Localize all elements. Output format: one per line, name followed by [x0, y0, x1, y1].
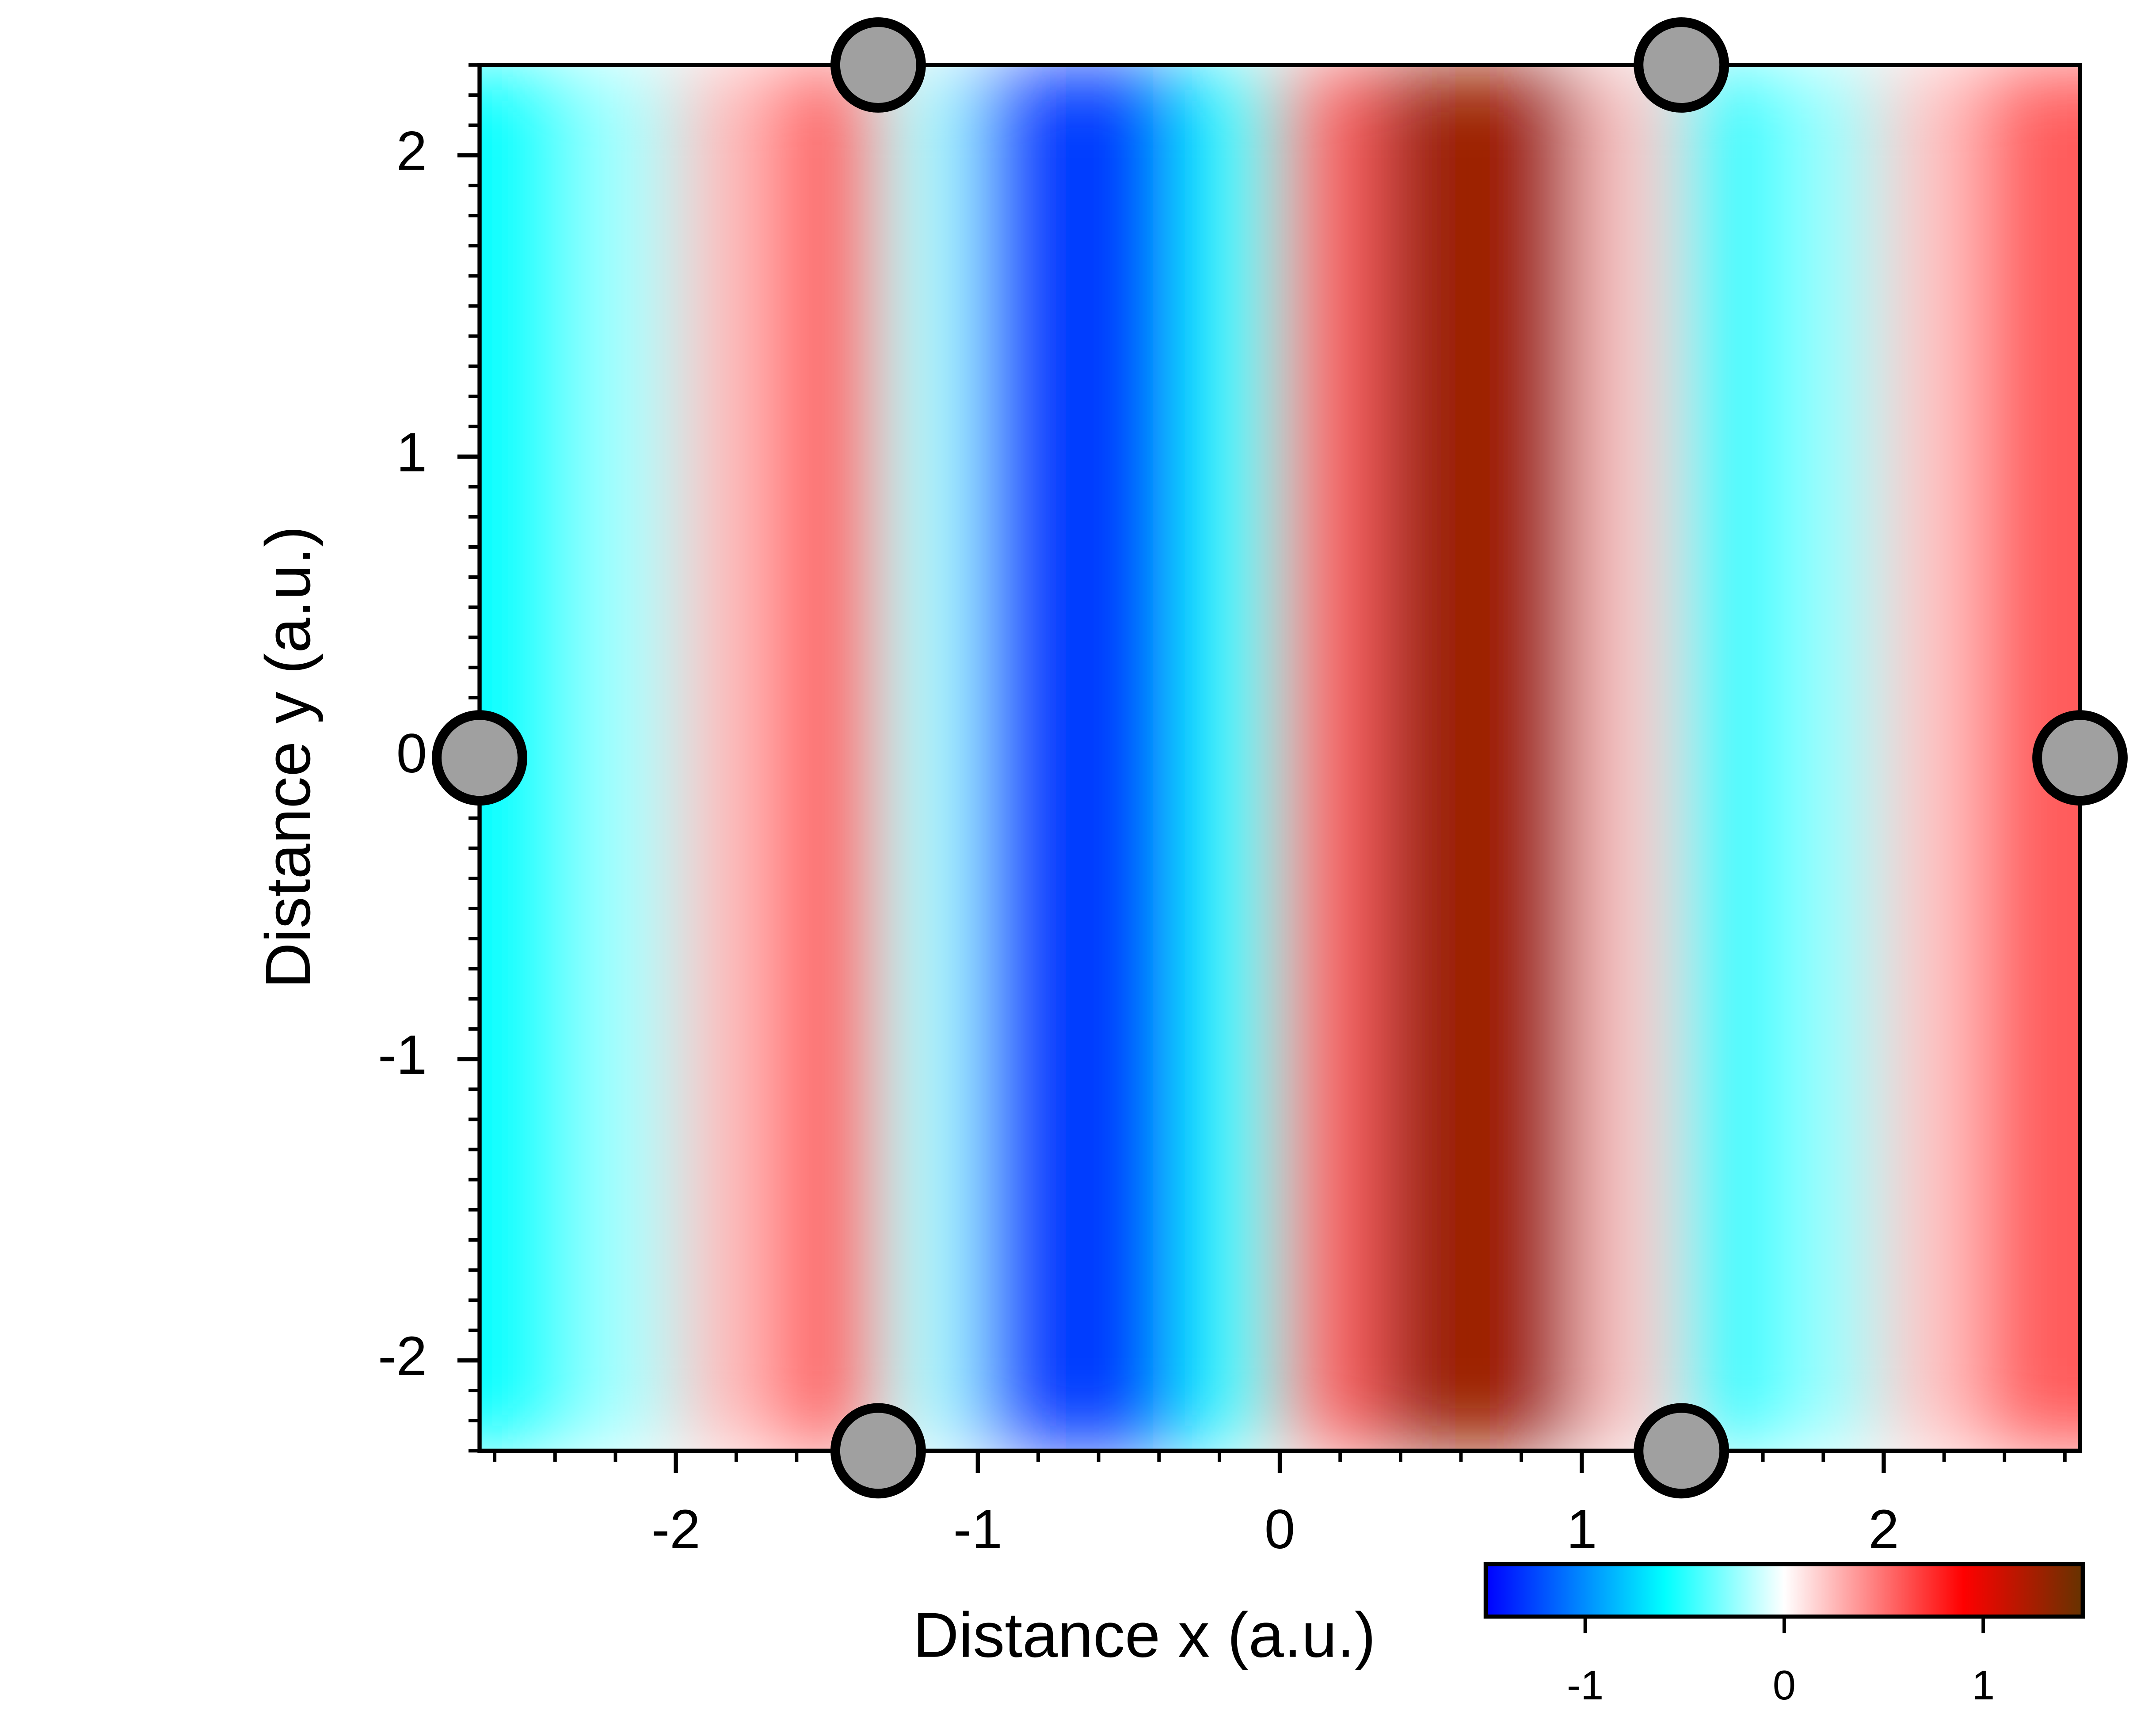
x-tick-label: 2: [1868, 1498, 1899, 1560]
x-tick-label: -2: [651, 1498, 701, 1560]
atom-marker: [830, 17, 926, 113]
colorbar-tick-label: 0: [1773, 1662, 1796, 1708]
x-tick-label: 1: [1566, 1498, 1597, 1560]
colorbar-tick-label: -1: [1567, 1662, 1604, 1708]
colorbar-tick-label: 1: [1972, 1662, 1995, 1708]
x-axis-label: Distance x (a.u.): [913, 1600, 1376, 1671]
heatmap-area: [480, 65, 2080, 1451]
heatmap-cell: [1479, 65, 1581, 1447]
heatmap-cell: [1079, 65, 1181, 1447]
y-tick-label: -2: [378, 1325, 427, 1387]
heatmap-cell: [1179, 65, 1281, 1447]
atom-marker: [432, 710, 527, 806]
heatmap-cell: [1779, 65, 1881, 1447]
heatmap-cell: [679, 65, 781, 1447]
y-tick-label: -1: [378, 1024, 427, 1086]
heatmap-cell: [1379, 65, 1481, 1447]
y-axis-label: Distance y (a.u.): [253, 526, 324, 988]
atom-marker: [2032, 710, 2128, 806]
y-tick-label: 2: [396, 120, 427, 182]
heatmap-cell: [1879, 65, 1981, 1447]
heatmap-cell: [1579, 65, 1681, 1447]
atom-marker: [1634, 17, 1729, 113]
x-tick-label: 0: [1265, 1498, 1295, 1560]
heatmap-cell: [579, 65, 681, 1447]
y-tick-label: 0: [396, 722, 427, 784]
heatmap-cell: [1679, 65, 1781, 1447]
heatmap-cell: [1279, 65, 1381, 1447]
x-tick-label: -1: [953, 1498, 1002, 1560]
heatmap-cell: [879, 65, 981, 1447]
atom-marker: [830, 1403, 926, 1499]
heatmap-cell: [779, 65, 880, 1447]
colorbar: [1483, 1562, 2085, 1619]
y-tick-label: 1: [396, 421, 427, 483]
heatmap-cell: [979, 65, 1081, 1447]
heatmap-cells: [480, 65, 2080, 1451]
atom-marker: [1634, 1403, 1729, 1499]
